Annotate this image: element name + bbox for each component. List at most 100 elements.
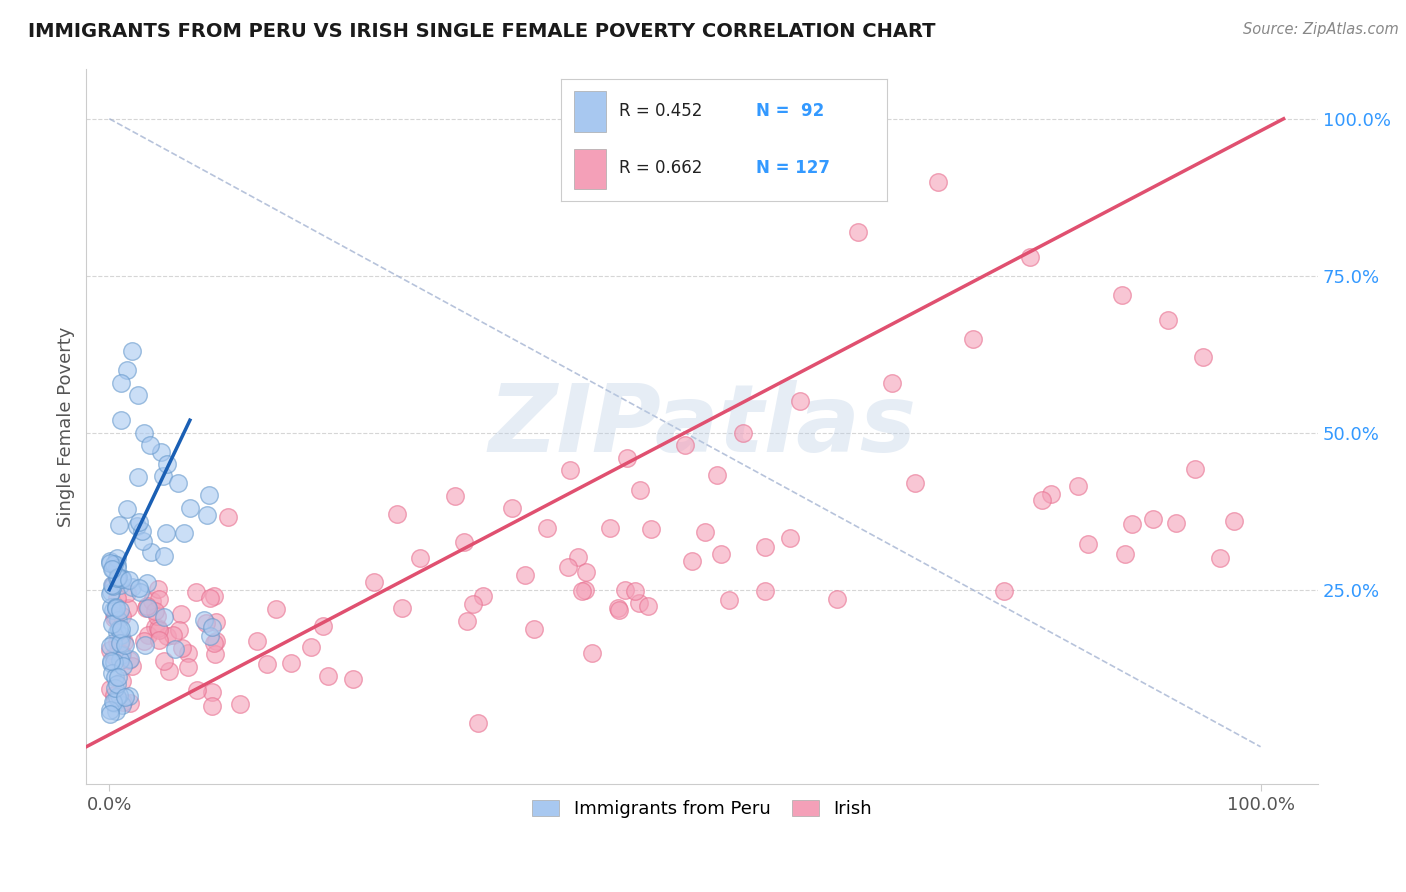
Point xyxy=(131,524,153,538)
Point xyxy=(107,634,129,648)
Point xyxy=(229,697,252,711)
Point xyxy=(204,648,226,662)
Point xyxy=(246,633,269,648)
Point xyxy=(101,666,124,681)
Point xyxy=(523,622,546,636)
Point xyxy=(640,522,662,536)
Point xyxy=(558,463,581,477)
Point xyxy=(107,569,129,583)
Point xyxy=(173,526,195,541)
Point xyxy=(110,628,132,642)
Point xyxy=(198,628,221,642)
Point xyxy=(153,549,176,563)
Point xyxy=(575,565,598,579)
Y-axis label: Single Female Poverty: Single Female Poverty xyxy=(58,326,75,526)
Point xyxy=(172,641,194,656)
Point xyxy=(501,501,523,516)
Point xyxy=(607,603,630,617)
Point xyxy=(138,438,160,452)
Point xyxy=(825,591,848,606)
Point xyxy=(363,574,385,589)
Point xyxy=(789,394,811,409)
Point xyxy=(108,636,131,650)
Point xyxy=(121,580,143,594)
Point xyxy=(135,599,157,613)
Point xyxy=(100,562,122,576)
Point xyxy=(163,642,186,657)
Point xyxy=(710,547,733,561)
Text: Source: ZipAtlas.com: Source: ZipAtlas.com xyxy=(1243,22,1399,37)
Point xyxy=(111,698,134,712)
Point xyxy=(117,586,139,600)
Point xyxy=(204,633,226,648)
Point xyxy=(121,344,143,359)
Point xyxy=(145,604,167,618)
Point xyxy=(110,622,132,636)
Point xyxy=(195,508,218,523)
Point xyxy=(105,676,128,690)
Point xyxy=(681,554,703,568)
Point xyxy=(107,517,129,532)
Point xyxy=(1209,550,1232,565)
Point xyxy=(103,695,125,709)
Point xyxy=(146,582,169,597)
Point xyxy=(100,656,122,670)
Point xyxy=(105,591,128,606)
Point xyxy=(408,550,430,565)
Point xyxy=(391,601,413,615)
Point xyxy=(731,425,754,440)
Point xyxy=(152,610,174,624)
Point xyxy=(100,584,122,599)
Point xyxy=(846,225,869,239)
Point xyxy=(134,638,156,652)
Point xyxy=(200,620,222,634)
Point xyxy=(927,175,949,189)
Point xyxy=(104,681,127,695)
Point xyxy=(135,576,157,591)
Point xyxy=(177,646,200,660)
Point xyxy=(1157,312,1180,326)
Point xyxy=(264,601,287,615)
Point xyxy=(98,643,121,657)
Point xyxy=(112,635,135,649)
Point xyxy=(105,550,128,565)
Point xyxy=(170,607,193,621)
Point xyxy=(256,657,278,671)
Point xyxy=(1077,537,1099,551)
Point xyxy=(167,475,190,490)
Point xyxy=(118,689,141,703)
Legend: Immigrants from Peru, Irish: Immigrants from Peru, Irish xyxy=(524,793,880,825)
Point xyxy=(1192,351,1215,365)
Point xyxy=(1223,514,1246,528)
Point xyxy=(108,653,131,667)
Point xyxy=(105,624,128,639)
Point xyxy=(581,646,603,660)
Point xyxy=(127,469,149,483)
Point xyxy=(1066,478,1088,492)
Point xyxy=(342,672,364,686)
Point xyxy=(1040,487,1063,501)
Point xyxy=(1164,516,1187,530)
Point xyxy=(98,554,121,568)
Point xyxy=(98,639,121,653)
Point xyxy=(201,685,224,699)
Point xyxy=(779,531,801,545)
Point xyxy=(132,634,155,648)
Point xyxy=(557,559,579,574)
Point xyxy=(117,620,139,634)
Point xyxy=(567,549,589,564)
Point xyxy=(155,526,177,541)
Point xyxy=(104,669,127,683)
Point xyxy=(135,601,157,615)
Point xyxy=(316,669,339,683)
Point xyxy=(111,659,134,673)
Point xyxy=(107,622,129,636)
Point xyxy=(156,629,179,643)
Point xyxy=(453,535,475,549)
Point xyxy=(118,653,141,667)
Point xyxy=(152,653,174,667)
Point xyxy=(156,457,179,471)
Point xyxy=(108,577,131,591)
Point xyxy=(198,591,221,606)
Point xyxy=(118,652,141,666)
